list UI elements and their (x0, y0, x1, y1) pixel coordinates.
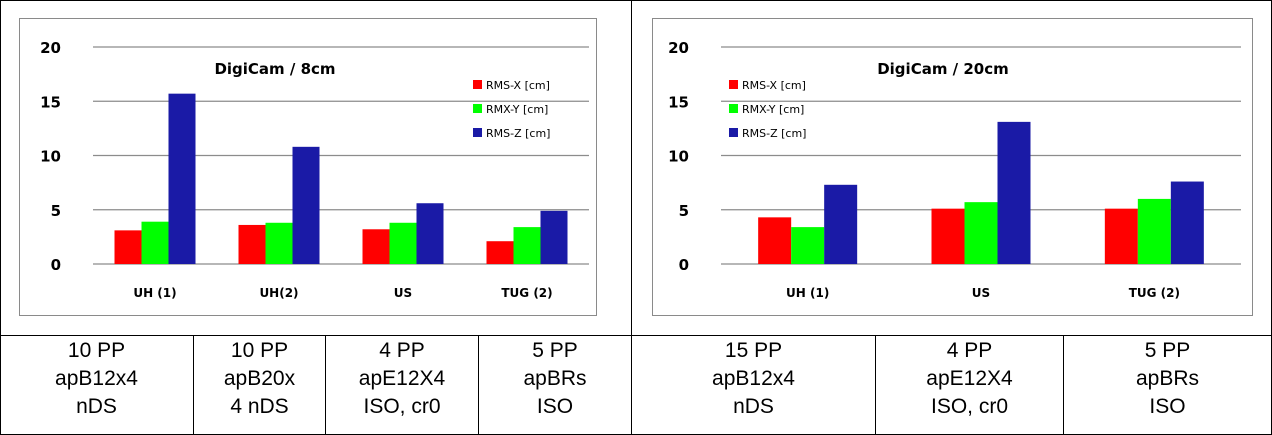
center-divider (631, 0, 632, 435)
bar (265, 222, 293, 264)
bar (141, 221, 169, 264)
legend-swatch (729, 104, 738, 113)
y-tick-label: 0 (679, 256, 689, 274)
x-tick-label: UH (1) (133, 286, 176, 300)
cell-line: 4 PP (946, 339, 993, 362)
y-tick-label: 10 (40, 148, 61, 166)
cell-line: 15 PP (724, 339, 783, 362)
bar (540, 210, 568, 264)
bar (997, 121, 1031, 265)
cell-line: apB20x (223, 367, 296, 390)
bar (513, 227, 541, 264)
cell-line: apBRs (523, 367, 587, 390)
cell-line: ISO, cr0 (363, 395, 441, 418)
bar (292, 146, 320, 264)
cell-line: apE12X4 (358, 367, 446, 390)
bar (1104, 208, 1138, 264)
cell-line: ISO (536, 395, 574, 418)
table-cell-2: 10 PP apB20x 4 nDS (194, 337, 325, 421)
bar (389, 222, 417, 264)
cell-line: apB12x4 (55, 367, 138, 390)
cell-line: ISO, cr0 (930, 395, 1009, 418)
y-tick-label: 5 (51, 202, 61, 220)
table-cell-1: 10 PP apB12x4 nDS (0, 337, 193, 421)
table-cell-6: 4 PP apE12X4 ISO, cr0 (876, 337, 1063, 421)
chart-20cm-title: DigiCam / 20cm (877, 60, 1009, 78)
table-top-line (0, 335, 1272, 336)
table-cell-5: 15 PP apB12x4 nDS (632, 337, 875, 421)
y-tick-label: 0 (51, 256, 61, 274)
bar (1170, 181, 1204, 264)
cell-line: ISO (1149, 395, 1186, 418)
bar (791, 227, 825, 264)
table-col-divider-5 (875, 335, 876, 435)
cell-line: nDS (733, 395, 774, 418)
chart-8cm-frame: 0 5 10 15 20 UH (1) UH(2) US TUG (2) DigiCam / 8… (19, 18, 597, 316)
table-cell-7: 5 PP apBRs ISO (1064, 337, 1271, 421)
y-tick-label: 15 (40, 93, 61, 111)
legend-swatch (729, 80, 738, 89)
x-tick-label: UH (1) (786, 286, 829, 300)
bar (486, 241, 514, 264)
bar (238, 224, 266, 264)
table-col-divider-2 (325, 335, 326, 435)
bar (964, 202, 998, 264)
legend-label: RMS-X [cm] (742, 79, 806, 92)
legend-label: RMS-X [cm] (486, 79, 550, 92)
bar (1137, 198, 1171, 264)
y-tick-label: 20 (668, 39, 689, 57)
legend-swatch (729, 128, 738, 137)
table-col-divider-3 (478, 335, 479, 435)
table-cell-3: 4 PP apE12X4 ISO, cr0 (326, 337, 478, 421)
bar (416, 203, 444, 264)
cell-line: 5 PP (1144, 339, 1191, 362)
x-tick-label: US (394, 286, 412, 300)
chart-20cm-frame: 0 5 10 15 20 UH (1) US TUG (2) DigiCam / 20cm R… (652, 18, 1253, 316)
cell-line: 4 nDS (230, 395, 289, 418)
legend-swatch (473, 80, 482, 89)
cell-line: apE12X4 (926, 367, 1013, 390)
x-tick-label: TUG (2) (501, 286, 552, 300)
chart-8cm-title: DigiCam / 8cm (214, 60, 335, 78)
x-tick-label: US (972, 286, 990, 300)
table-col-divider-1 (193, 335, 194, 435)
bar (168, 93, 196, 264)
x-tick-label: TUG (2) (1129, 286, 1180, 300)
cell-line: nDS (76, 395, 117, 418)
y-tick-label: 20 (40, 39, 61, 57)
x-tick-label: UH(2) (259, 286, 298, 300)
y-tick-label: 15 (668, 93, 689, 111)
y-tick-label: 5 (679, 202, 689, 220)
cell-line: 5 PP (532, 339, 578, 362)
legend-label: RMX-Y [cm] (486, 103, 548, 116)
bar (362, 229, 390, 264)
bar (824, 184, 858, 264)
table-cell-4: 5 PP apBRs ISO (479, 337, 631, 421)
cell-line: 10 PP (230, 339, 289, 362)
cell-line: apB12x4 (712, 367, 795, 390)
legend-swatch (473, 104, 482, 113)
y-tick-label: 10 (668, 148, 689, 166)
chart-20cm: 0 5 10 15 20 UH (1) US TUG (2) DigiCam / 20cm R… (668, 39, 1241, 300)
bar (114, 230, 142, 264)
chart-8cm: 0 5 10 15 20 UH (1) UH(2) US TUG (2) DigiCam / 8… (40, 39, 589, 300)
bar (931, 208, 965, 264)
cell-line: apBRs (1135, 367, 1200, 390)
bar (758, 217, 792, 264)
cell-line: 4 PP (379, 339, 425, 362)
table-col-divider-6 (1063, 335, 1064, 435)
legend-swatch (473, 128, 482, 137)
cell-line: 10 PP (67, 339, 126, 362)
legend-label: RMX-Y [cm] (742, 103, 804, 116)
legend-label: RMS-Z [cm] (486, 127, 550, 140)
legend-label: RMS-Z [cm] (742, 127, 806, 140)
